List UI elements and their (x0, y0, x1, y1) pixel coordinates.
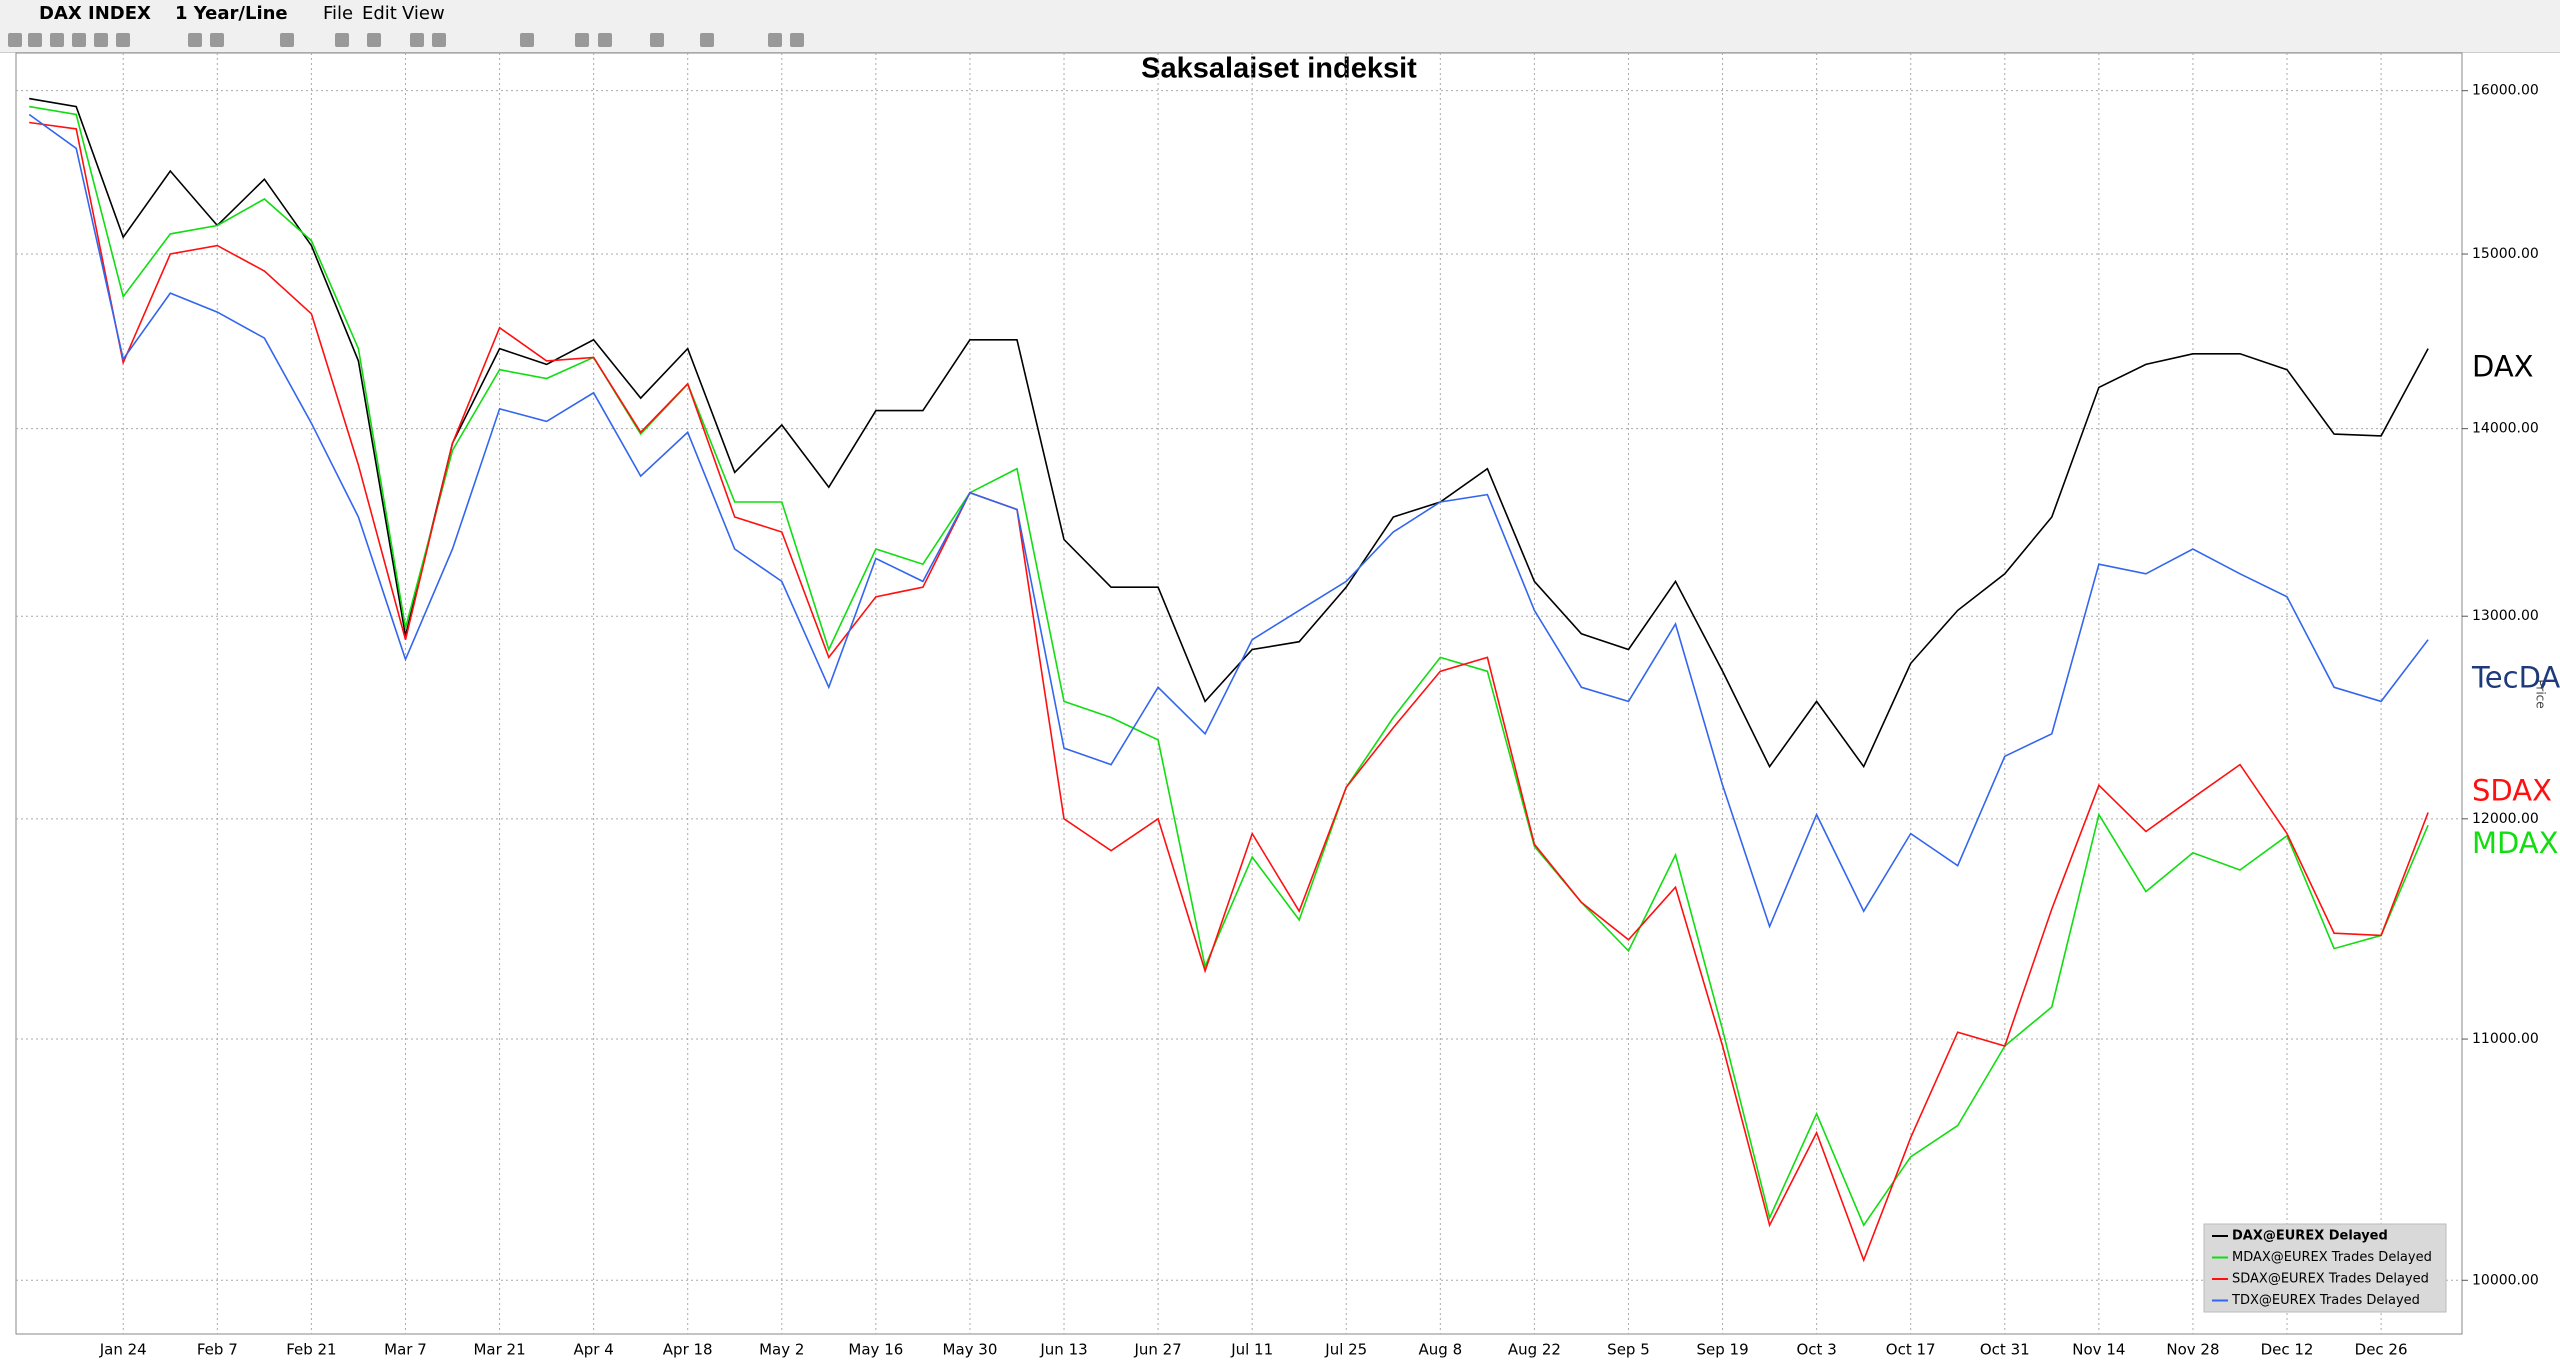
menu-item[interactable]: View (402, 3, 445, 24)
legend-label: SDAX@EUREX Trades Delayed (2232, 1272, 2429, 1287)
tool-icon[interactable] (790, 33, 804, 47)
end-label: DAX (2472, 350, 2534, 384)
x-tick-label: Dec 26 (2355, 1341, 2408, 1359)
y-tick-label: 15000.00 (2472, 246, 2539, 262)
x-tick-label: Nov 14 (2072, 1341, 2125, 1359)
chart-background (0, 53, 2560, 1367)
x-tick-label: Apr 18 (663, 1341, 713, 1359)
x-tick-label: Jul 11 (1230, 1341, 1273, 1359)
tool-icon[interactable] (280, 33, 294, 47)
tool-icon[interactable] (575, 33, 589, 47)
x-tick-label: Dec 12 (2261, 1341, 2314, 1359)
plot-area (15, 52, 2463, 1335)
x-tick-label: Jun 27 (1133, 1341, 1181, 1359)
chart-title: Saksalaiset indeksit (1141, 53, 1417, 85)
toolbar (0, 28, 2560, 53)
end-label: TecDAX (2471, 661, 2560, 695)
tool-icon[interactable] (700, 33, 714, 47)
tool-icon[interactable] (28, 33, 42, 47)
x-tick-label: Mar 21 (473, 1341, 525, 1359)
tool-icon[interactable] (432, 33, 446, 47)
tool-icon[interactable] (188, 33, 202, 47)
y-tick-label: 14000.00 (2472, 421, 2539, 437)
legend-box (2203, 1223, 2447, 1313)
y-tick-label: 12000.00 (2472, 811, 2539, 827)
x-tick-label: May 2 (759, 1341, 804, 1359)
tool-icon[interactable] (768, 33, 782, 47)
legend-label: TDX@EUREX Trades Delayed (2231, 1293, 2420, 1308)
tool-icon[interactable] (94, 33, 108, 47)
menu-item[interactable]: Edit (362, 3, 397, 24)
menu-item[interactable]: File (323, 3, 354, 24)
y-tick-label: 10000.00 (2472, 1272, 2539, 1288)
end-label: SDAX (2472, 773, 2552, 807)
x-tick-label: Oct 31 (1980, 1341, 2030, 1359)
series-line (29, 121, 2429, 1263)
legend-label: MDAX@EUREX Trades Delayed (2232, 1250, 2432, 1265)
x-tick-label: May 16 (848, 1341, 903, 1359)
security-selector[interactable]: DAX INDEX (39, 3, 151, 24)
x-tick-label: Feb 21 (286, 1341, 336, 1359)
y-tick-label: 16000.00 (2472, 83, 2539, 99)
tool-icon[interactable] (210, 33, 224, 47)
y-axis-label: Price (2534, 679, 2548, 708)
tool-icon[interactable] (116, 33, 130, 47)
x-tick-label: Apr 4 (573, 1341, 613, 1359)
tool-icon[interactable] (335, 33, 349, 47)
menu-bar: DAX INDEX 1 Year/Line File Edit View (0, 0, 2560, 28)
period-selector[interactable]: 1 Year/Line (175, 3, 288, 24)
legend-label: DAX@EUREX Delayed (2232, 1229, 2388, 1244)
x-tick-label: Feb 7 (197, 1341, 238, 1359)
x-tick-label: Nov 28 (2166, 1341, 2219, 1359)
x-tick-label: Mar 7 (384, 1341, 427, 1359)
tool-icon[interactable] (410, 33, 424, 47)
tool-icon[interactable] (520, 33, 534, 47)
tool-icon[interactable] (8, 33, 22, 47)
x-tick-label: Jan 24 (99, 1341, 147, 1359)
x-tick-label: Aug 8 (1419, 1341, 1463, 1359)
tool-icon[interactable] (367, 33, 381, 47)
x-tick-label: Jun 13 (1039, 1341, 1087, 1359)
x-tick-label: May 30 (943, 1341, 998, 1359)
x-tick-label: Sep 5 (1607, 1341, 1650, 1359)
y-tick-label: 13000.00 (2472, 608, 2539, 624)
tool-icon[interactable] (50, 33, 64, 47)
series-line (28, 113, 2429, 929)
tool-icon[interactable] (72, 33, 86, 47)
x-tick-label: Oct 3 (1797, 1341, 1837, 1359)
tool-icon[interactable] (650, 33, 664, 47)
x-tick-label: Sep 19 (1696, 1341, 1748, 1359)
x-tick-label: Aug 22 (1508, 1341, 1561, 1359)
x-tick-label: Jul 25 (1324, 1341, 1367, 1359)
y-tick-label: 11000.00 (2472, 1031, 2539, 1047)
x-tick-label: Oct 17 (1886, 1341, 1936, 1359)
end-label: MDAX (2472, 826, 2559, 860)
tool-icon[interactable] (598, 33, 612, 47)
